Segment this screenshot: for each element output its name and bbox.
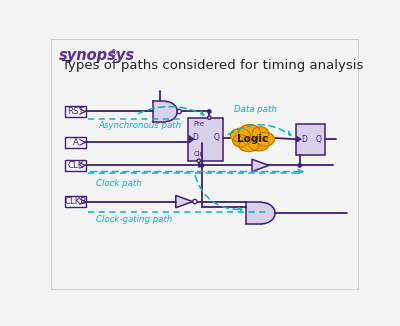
Ellipse shape — [252, 127, 269, 141]
Text: Clock-gating path: Clock-gating path — [96, 215, 172, 224]
Text: Data path: Data path — [234, 105, 277, 114]
Text: A: A — [73, 138, 78, 147]
Polygon shape — [189, 135, 194, 143]
FancyBboxPatch shape — [51, 39, 359, 290]
Ellipse shape — [230, 128, 250, 142]
Ellipse shape — [239, 125, 260, 140]
Text: D: D — [301, 135, 307, 144]
Text: D: D — [193, 133, 198, 142]
Circle shape — [200, 164, 204, 167]
Circle shape — [208, 116, 211, 119]
Polygon shape — [153, 101, 166, 122]
Circle shape — [193, 200, 197, 204]
FancyBboxPatch shape — [188, 118, 224, 161]
FancyArrowPatch shape — [195, 176, 242, 212]
Circle shape — [197, 159, 200, 162]
Circle shape — [298, 164, 302, 167]
Text: RST: RST — [67, 107, 84, 116]
Text: Clr: Clr — [194, 151, 204, 157]
Ellipse shape — [233, 135, 248, 147]
Circle shape — [177, 109, 181, 114]
Text: Asynchronous path: Asynchronous path — [99, 121, 182, 130]
Text: Logic: Logic — [237, 134, 268, 144]
Polygon shape — [166, 101, 177, 122]
Polygon shape — [297, 136, 301, 142]
FancyArrowPatch shape — [298, 170, 303, 173]
Polygon shape — [261, 202, 275, 224]
Circle shape — [208, 110, 211, 113]
Polygon shape — [176, 195, 193, 208]
Text: Clock path: Clock path — [96, 179, 142, 188]
Text: synopsys: synopsys — [59, 48, 135, 63]
Text: Q: Q — [214, 133, 220, 142]
Text: Types of paths considered for timing analysis: Types of paths considered for timing ana… — [62, 59, 363, 72]
Polygon shape — [246, 202, 261, 224]
Text: Q: Q — [315, 135, 321, 144]
Polygon shape — [252, 159, 269, 171]
FancyArrowPatch shape — [138, 107, 204, 115]
Text: CLK: CLK — [68, 161, 84, 170]
Text: ®: ® — [110, 49, 118, 58]
Text: CLKB: CLKB — [64, 197, 87, 206]
FancyArrowPatch shape — [228, 125, 291, 135]
Text: Pre: Pre — [193, 121, 204, 127]
Ellipse shape — [256, 132, 274, 146]
FancyBboxPatch shape — [296, 124, 325, 155]
Ellipse shape — [249, 139, 269, 151]
Ellipse shape — [239, 139, 259, 152]
